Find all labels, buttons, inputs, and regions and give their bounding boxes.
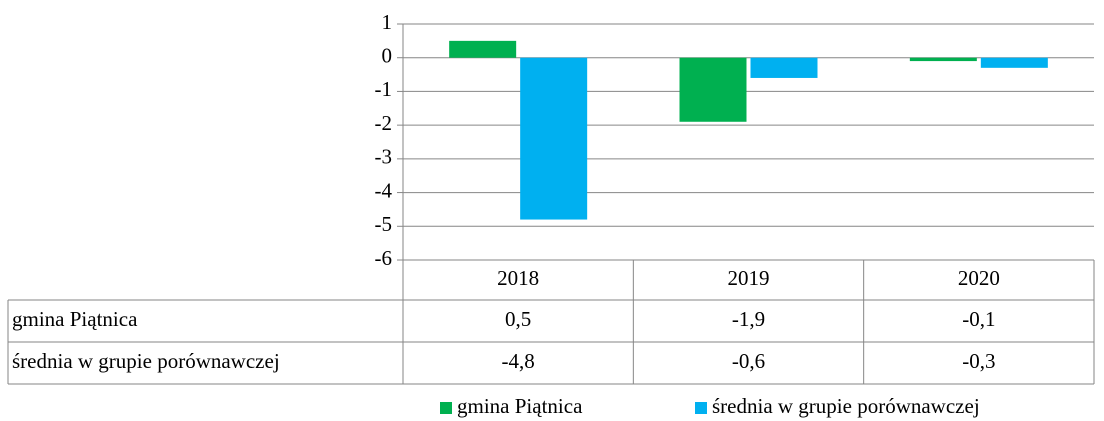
table-value: -0,1 [962, 307, 995, 331]
bar [909, 57, 977, 62]
table-row-label: średnia w grupie porównawczej [12, 349, 280, 373]
legend-swatch [695, 402, 707, 414]
x-tick-label: 2018 [497, 266, 539, 290]
table-value: -0,3 [962, 349, 995, 373]
table-value: 0,5 [505, 307, 531, 331]
table-value: -0,6 [732, 349, 765, 373]
bar [449, 40, 517, 58]
x-tick-label: 2020 [958, 266, 1000, 290]
y-tick-label: -6 [375, 246, 393, 270]
y-tick-label: 0 [382, 44, 393, 68]
y-tick-label: -1 [375, 77, 393, 101]
table-value: -1,9 [732, 307, 765, 331]
bar [980, 57, 1048, 68]
y-tick-label: -5 [375, 212, 393, 236]
bar [679, 57, 747, 122]
legend-label: gmina Piątnica [457, 394, 583, 418]
x-tick-label: 2019 [728, 266, 770, 290]
legend-swatch [440, 402, 452, 414]
legend-label: średnia w grupie porównawczej [712, 394, 980, 418]
table-value: -4,8 [502, 349, 535, 373]
table-row-label: gmina Piątnica [12, 307, 138, 331]
bar [750, 57, 818, 78]
y-tick-label: 1 [382, 10, 393, 34]
y-tick-label: -4 [375, 178, 393, 202]
y-tick-label: -2 [375, 111, 393, 135]
y-tick-label: -3 [375, 145, 393, 169]
bar [520, 57, 588, 220]
